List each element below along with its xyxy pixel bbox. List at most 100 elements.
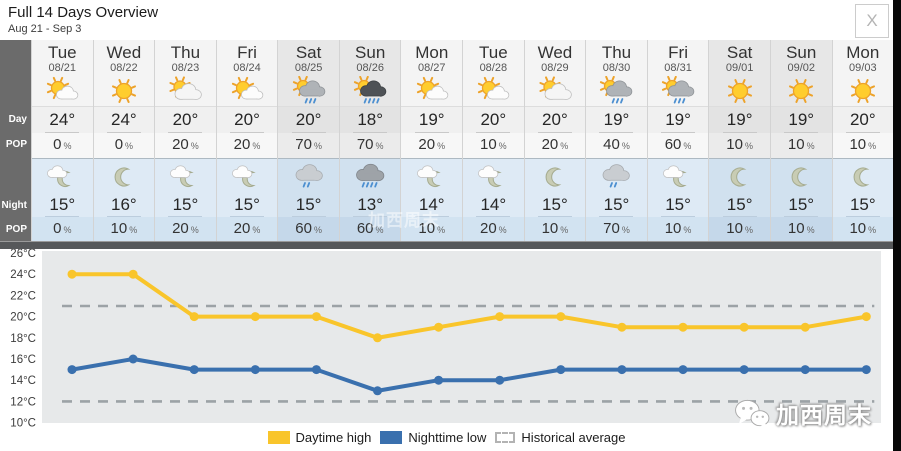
night-pop: 10%: [524, 217, 586, 241]
night-temp: 15°: [155, 194, 216, 217]
sun-cloud-icon: [217, 76, 278, 106]
day-temp: 20°: [155, 106, 216, 133]
night-pop: 60%: [278, 217, 339, 241]
cell-separator: [414, 132, 449, 133]
cell-separator: [230, 216, 265, 217]
chart-area: 26°C 24°C 22°C 20°C 18°C 16°C 14°C 12°C 10°C: [0, 249, 893, 427]
night-pop: 60%: [339, 217, 401, 241]
sun-cloud-icon: [32, 76, 93, 106]
percent-unit: %: [252, 141, 261, 151]
heavy-rain-icon: [339, 158, 401, 194]
day-pop: 70%: [278, 133, 339, 158]
screen-edge: [893, 0, 901, 451]
cloud-sun-icon: [525, 76, 586, 106]
svg-text:16°C: 16°C: [10, 354, 36, 366]
day-temp: 19°: [401, 106, 463, 133]
day-name: Tue: [47, 43, 77, 62]
forecast-column-09-03: Mon 09/03 20° 10% 15° 10%: [831, 40, 894, 241]
forecast-column-08-25: Sat 08/25 20° 70% 15° 60%: [277, 40, 339, 241]
day-date: 09/01: [725, 62, 754, 74]
night-temp: 14°: [401, 194, 463, 217]
day-name: Fri: [237, 43, 257, 62]
legend-swatch: [267, 431, 290, 444]
rain-icon: [278, 158, 339, 194]
day-pop-row-label: POP: [5, 139, 27, 151]
sun-rain-icon: [278, 76, 339, 106]
table-chart-divider: [0, 242, 893, 249]
svg-text:14°C: 14°C: [10, 375, 36, 387]
column-header: Wed 08/22: [93, 40, 155, 106]
day-temp: 19°: [647, 106, 709, 133]
night-temp: 15°: [32, 194, 93, 217]
percent-unit: %: [621, 225, 630, 235]
sun-icon: [709, 76, 770, 106]
cell-separator: [230, 132, 265, 133]
row-label-column: Day POP Night POP: [0, 40, 31, 241]
percent-unit: %: [683, 225, 692, 235]
row-label-spacer: [0, 157, 31, 193]
night-pop: 0%: [32, 217, 93, 241]
forecast-columns: Tue 08/21 24° 0% 15° 0% Wed 08/22 24°: [31, 40, 894, 241]
night-pop: 20%: [463, 217, 524, 241]
day-pop: 20%: [524, 133, 586, 158]
percent-unit: %: [190, 225, 199, 235]
percent-unit: %: [129, 225, 138, 235]
cell-separator: [476, 216, 511, 217]
forecast-column-09-01: Sat 09/01 19° 10% 15° 10%: [708, 40, 770, 241]
percent-unit: %: [560, 141, 569, 151]
night-temp: 15°: [524, 194, 586, 217]
night-pop: 10%: [647, 217, 709, 241]
column-header: Tue 08/21: [32, 40, 93, 106]
cloud-moon-icon: [647, 158, 709, 194]
column-header: Fri 08/31: [647, 40, 709, 106]
day-pop: 10%: [463, 133, 524, 158]
day-date: 08/27: [417, 62, 446, 74]
sun-rain-icon: [648, 76, 709, 106]
cell-separator: [476, 132, 511, 133]
cell-separator: [353, 216, 388, 217]
forecast-column-08-29: Wed 08/29 20° 20% 15° 10%: [523, 40, 586, 241]
column-header: Sat 08/25: [278, 40, 339, 106]
day-temp: 20°: [278, 106, 339, 133]
svg-text:12°C: 12°C: [10, 396, 36, 408]
night-pop: 10%: [93, 217, 155, 241]
night-pop: 10%: [401, 217, 463, 241]
column-header: Sun 08/26: [339, 40, 401, 106]
day-date: 09/02: [787, 62, 815, 74]
day-name: Sat: [295, 43, 322, 62]
night-temp: 15°: [586, 194, 647, 217]
day-pop: 20%: [216, 133, 278, 158]
legend-item: Historical average: [495, 430, 625, 445]
forecast-column-08-27: Mon 08/27 19° 20% 14° 10%: [400, 40, 463, 241]
legend-label: Daytime high: [295, 430, 372, 445]
column-header: Wed 08/29: [524, 40, 586, 106]
night-temp: 16°: [93, 194, 155, 217]
legend-swatch: [380, 431, 403, 444]
day-date: 08/23: [171, 62, 200, 74]
day-pop: 10%: [709, 133, 770, 158]
cell-separator: [845, 132, 880, 133]
column-header: Thu 08/30: [586, 40, 647, 106]
moon-icon: [93, 158, 155, 194]
column-header: Sun 09/02: [770, 40, 832, 106]
close-button[interactable]: X: [855, 4, 889, 38]
svg-text:26°C: 26°C: [10, 249, 36, 260]
sun-heavy-rain-icon: [340, 76, 401, 106]
legend-label: Nighttime low: [408, 430, 487, 445]
percent-unit: %: [437, 225, 446, 235]
column-header: Mon 08/27: [401, 40, 463, 106]
night-temp: 15°: [832, 194, 894, 217]
cell-separator: [106, 132, 141, 133]
day-temp: 20°: [216, 106, 278, 133]
day-name: Tue: [479, 43, 508, 62]
column-header: Sat 09/01: [709, 40, 770, 106]
forecast-column-09-02: Sun 09/02 19° 10% 15° 10%: [769, 40, 832, 241]
percent-unit: %: [868, 141, 877, 151]
day-date: 08/31: [664, 62, 692, 74]
legend-swatch: [495, 432, 516, 443]
sun-icon: [94, 76, 155, 106]
day-pop: 0%: [32, 133, 93, 158]
cell-separator: [45, 132, 80, 133]
column-header: Tue 08/28: [463, 40, 524, 106]
night-temp: 15°: [216, 194, 278, 217]
